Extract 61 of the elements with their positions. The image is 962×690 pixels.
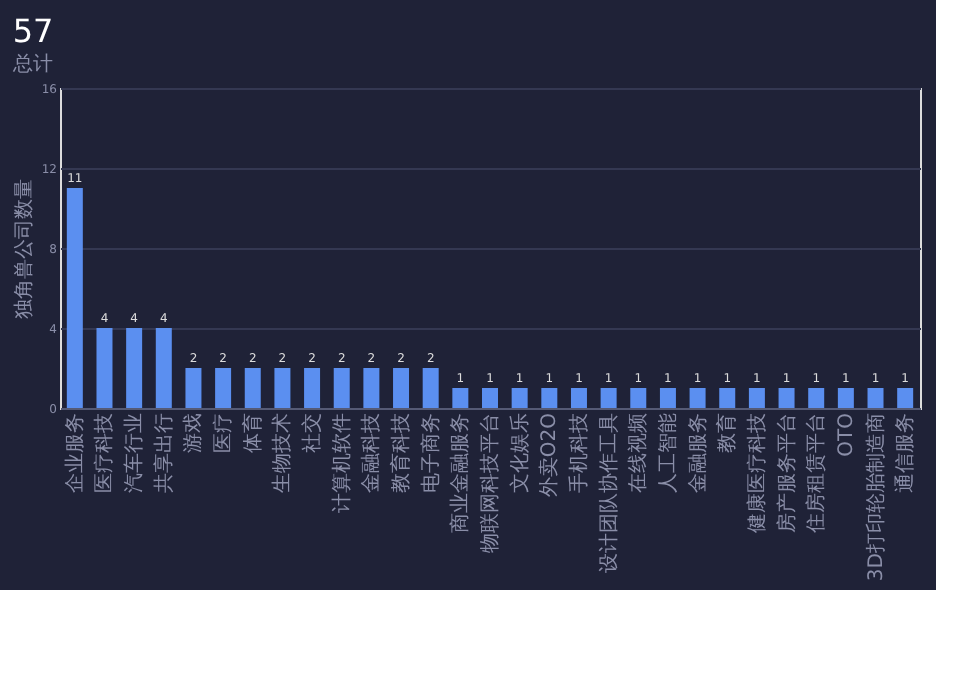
x-tick-label: 文化娱乐 xyxy=(507,413,532,493)
bar xyxy=(452,388,469,408)
bar xyxy=(808,388,825,408)
bar xyxy=(363,368,380,408)
bar xyxy=(66,188,83,408)
bar xyxy=(837,388,854,408)
x-tick-label: 商业金融服务 xyxy=(448,413,473,533)
x-tick-label: 企业服务 xyxy=(62,413,87,493)
chart-subtitle: 总计 xyxy=(10,52,53,76)
x-tick-label: 共享出行 xyxy=(151,413,176,493)
bar xyxy=(897,388,914,408)
x-tick-label: OTO xyxy=(835,412,858,457)
bar xyxy=(511,388,528,408)
chart-title: 57 xyxy=(12,12,54,50)
x-tick-label: 计算机软件 xyxy=(329,413,354,513)
y-axis-title: 独角兽公司数量 xyxy=(11,179,36,319)
x-tick-label: 物联网科技平台 xyxy=(478,413,502,553)
bar xyxy=(659,388,676,408)
x-tick-label: 在线视频 xyxy=(626,413,651,493)
x-tick-label: 电子商务 xyxy=(418,413,443,493)
bar xyxy=(867,388,884,408)
x-tick-label: 3D打印轮胎制造商 xyxy=(863,413,888,582)
bar xyxy=(126,328,143,408)
x-tick-label: 汽车行业 xyxy=(122,413,147,493)
x-tick-label: 游戏 xyxy=(181,413,206,453)
x-tick-label: 金融科技 xyxy=(359,413,384,493)
bar xyxy=(215,368,232,408)
bar xyxy=(541,388,558,408)
bar xyxy=(393,368,410,408)
bar xyxy=(482,388,498,408)
x-tick-label: 金融服务 xyxy=(685,413,710,493)
x-tick-label: 外卖O2O xyxy=(537,412,562,498)
x-tick-label: 体育 xyxy=(240,413,265,453)
bar xyxy=(96,328,113,408)
bar xyxy=(630,388,647,408)
bar xyxy=(333,368,350,408)
x-tick-label: 手机科技 xyxy=(566,413,591,493)
x-tick-label: 社交 xyxy=(300,413,325,453)
bar xyxy=(244,368,261,408)
x-tick-label: 房产服务平台 xyxy=(774,413,799,533)
bar xyxy=(304,368,321,408)
bar xyxy=(778,388,795,408)
x-tick-label: 生物技术 xyxy=(270,413,295,493)
bar xyxy=(274,368,291,408)
bar xyxy=(719,388,736,408)
x-tick-label: 通信服务 xyxy=(893,413,918,493)
bar xyxy=(155,328,172,408)
bar xyxy=(748,388,765,408)
bar xyxy=(689,388,706,408)
bar xyxy=(185,368,202,408)
bar xyxy=(600,388,617,408)
x-tick-label: 教育科技 xyxy=(389,413,414,493)
x-tick-label: 健康医疗科技 xyxy=(744,413,769,533)
x-tick-label: 教育 xyxy=(715,413,740,453)
bar xyxy=(570,388,587,408)
x-tick-label: 医疗 xyxy=(211,413,236,453)
x-tick-label: 设计团队协作工具 xyxy=(596,413,621,573)
x-tick-label: 医疗科技 xyxy=(92,413,117,493)
x-tick-label: 人工智能 xyxy=(655,413,680,493)
bar xyxy=(422,368,439,408)
x-tick-label: 住房租赁平台 xyxy=(804,413,829,533)
